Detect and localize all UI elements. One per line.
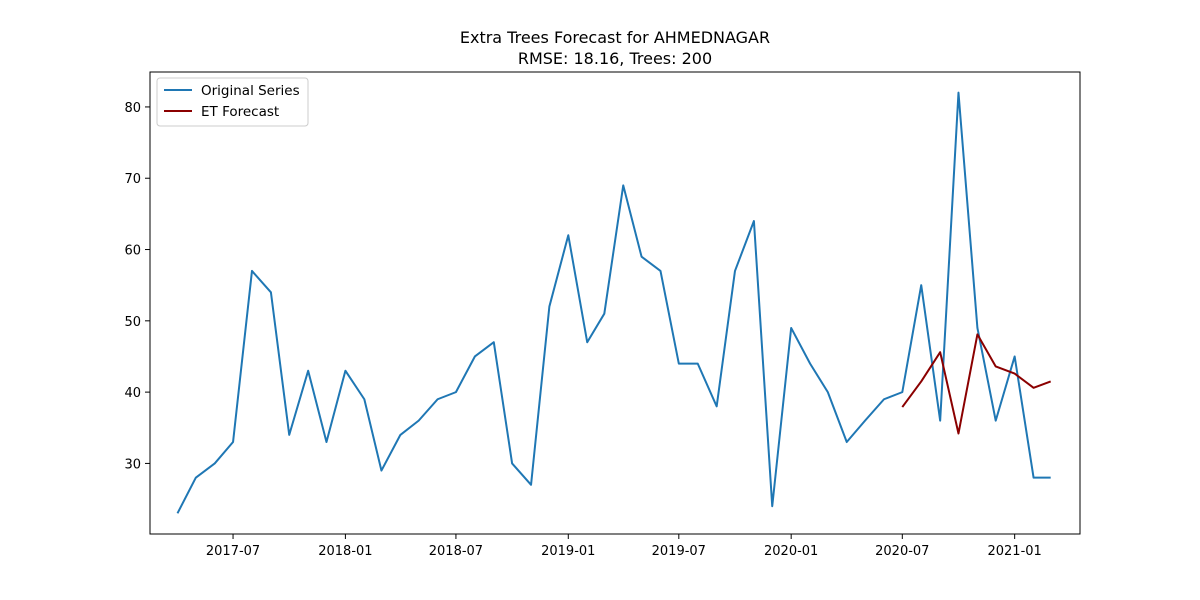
- series-layer: [176, 91, 1052, 514]
- y-tick-label: 80: [124, 101, 141, 116]
- y-tick-label: 40: [124, 386, 141, 401]
- y-tick-label: 70: [124, 172, 141, 187]
- legend-label-original-series: Original Series: [201, 83, 300, 99]
- plot-frame: [149, 71, 1081, 535]
- chart-title: Extra Trees Forecast for AHMEDNAGAR: [460, 28, 770, 47]
- chart-subtitle: RMSE: 18.16, Trees: 200: [518, 49, 712, 68]
- series-line-et-forecast: [901, 333, 1052, 435]
- y-tick-label: 50: [124, 315, 141, 330]
- x-tick-label: 2019-01: [541, 544, 595, 559]
- x-tick-label: 2018-01: [318, 544, 372, 559]
- legend: Original Series ET Forecast: [156, 77, 309, 127]
- y-tick-label: 30: [124, 457, 141, 472]
- legend-label-et-forecast: ET Forecast: [201, 104, 279, 120]
- x-tick-label: 2019-07: [652, 544, 706, 559]
- y-tick-label: 60: [124, 244, 141, 259]
- y-axis: 30 40 50 60 70 80: [124, 101, 150, 472]
- x-tick-label: 2020-07: [875, 544, 929, 559]
- legend-box: [156, 77, 309, 127]
- x-tick-label: 2020-01: [764, 544, 818, 559]
- x-axis: 2017-07 2018-01 2018-07 2019-01 2019-07 2020-…: [206, 534, 1042, 559]
- series-line-original-series: [176, 91, 1051, 514]
- x-tick-label: 2018-07: [429, 544, 483, 559]
- x-tick-label: 2017-07: [206, 544, 260, 559]
- x-tick-label: 2021-01: [987, 544, 1041, 559]
